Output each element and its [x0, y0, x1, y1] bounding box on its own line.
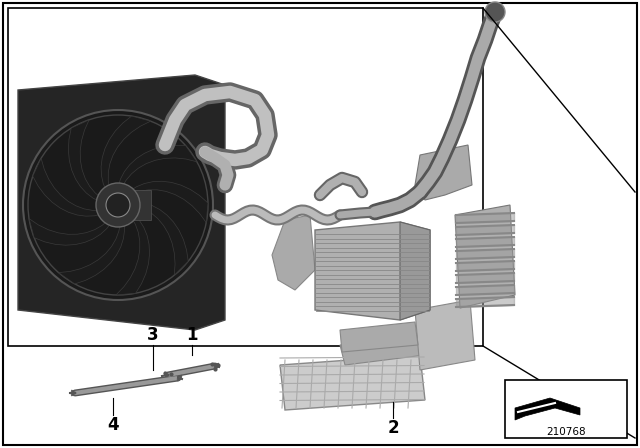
Polygon shape — [340, 322, 418, 352]
Polygon shape — [280, 355, 425, 410]
Circle shape — [23, 110, 213, 300]
Text: 2: 2 — [387, 419, 399, 437]
Polygon shape — [455, 205, 515, 308]
Polygon shape — [101, 116, 150, 191]
Polygon shape — [118, 145, 197, 187]
Text: 3: 3 — [147, 326, 159, 344]
Circle shape — [96, 183, 140, 227]
Polygon shape — [33, 158, 102, 216]
Polygon shape — [136, 202, 188, 275]
Bar — [8, 8, 483, 346]
Text: 1: 1 — [186, 326, 198, 344]
Polygon shape — [272, 215, 315, 290]
Bar — [123, 190, 151, 220]
Bar — [505, 380, 627, 438]
Polygon shape — [400, 222, 430, 320]
Polygon shape — [29, 219, 112, 245]
Polygon shape — [129, 181, 208, 223]
Circle shape — [485, 2, 505, 22]
Polygon shape — [415, 300, 475, 370]
Polygon shape — [340, 335, 425, 365]
Polygon shape — [68, 120, 101, 202]
Polygon shape — [515, 398, 580, 420]
Text: 210768: 210768 — [546, 427, 586, 437]
Polygon shape — [315, 222, 430, 320]
Circle shape — [106, 193, 130, 217]
Text: 4: 4 — [107, 416, 119, 434]
Polygon shape — [415, 145, 472, 200]
Polygon shape — [59, 222, 125, 284]
Polygon shape — [116, 214, 150, 295]
Polygon shape — [18, 75, 225, 330]
